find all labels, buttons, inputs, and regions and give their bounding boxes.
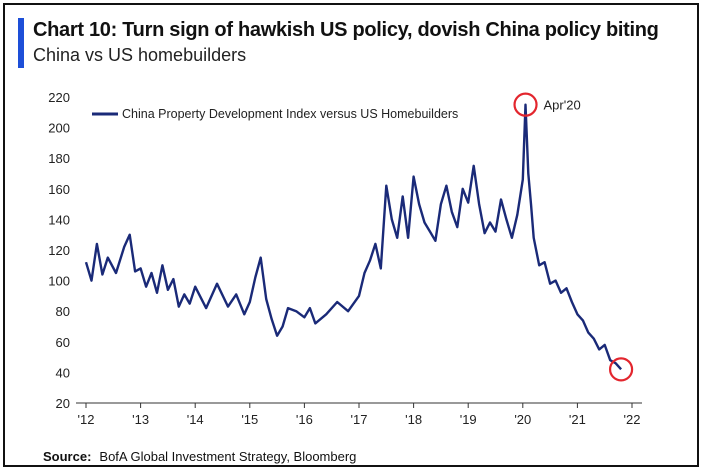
x-tick-label: '12 (78, 412, 95, 427)
y-tick-label: 100 (48, 274, 70, 289)
chart-subtitle: China vs US homebuilders (33, 45, 247, 65)
x-tick-label: '14 (187, 412, 204, 427)
legend: China Property Development Index versus … (92, 107, 458, 121)
y-tick-label: 160 (48, 182, 70, 197)
x-tick-label: '22 (624, 412, 641, 427)
y-tick-label: 140 (48, 212, 70, 227)
source-text: BofA Global Investment Strategy, Bloombe… (99, 449, 357, 464)
source-note: Source: BofA Global Investment Strategy, … (43, 449, 356, 464)
y-tick-label: 20 (56, 396, 70, 411)
highlight-circle (608, 357, 634, 382)
title-accent-bar (18, 18, 24, 68)
x-tick-label: '13 (132, 412, 149, 427)
x-tick-label: '19 (460, 412, 477, 427)
y-tick-label: 200 (48, 121, 70, 136)
y-tick-label: 60 (56, 335, 70, 350)
x-tick-label: '18 (405, 412, 422, 427)
x-tick-label: '16 (296, 412, 313, 427)
series-line (84, 103, 622, 371)
series-layer (84, 103, 622, 371)
y-tick-label: 80 (56, 304, 70, 319)
x-tick-label: '17 (351, 412, 368, 427)
chart-title: Chart 10: Turn sign of hawkish US policy… (33, 19, 659, 41)
y-tick-label: 40 (56, 365, 70, 380)
x-tick-label: '20 (514, 412, 531, 427)
y-tick-label: 120 (48, 243, 70, 258)
y-tick-label: 180 (48, 151, 70, 166)
y-axis: 220 200 180 160 140 120 100 80 60 40 20 (48, 90, 70, 411)
x-tick-label: '21 (569, 412, 586, 427)
highlight-circle (513, 92, 538, 117)
annotation-label: Apr'20 (544, 98, 581, 113)
x-tick-label: '15 (241, 412, 258, 427)
legend-label: China Property Development Index versus … (122, 107, 458, 121)
chart-frame (3, 3, 699, 467)
x-axis: '12 '13 '14 '15 '16 '17 '18 '19 '20 '21 '22 (76, 402, 642, 427)
source-label: Source: (43, 449, 92, 464)
y-tick-label: 220 (48, 90, 70, 105)
annotation-layer: Apr'20 (513, 92, 634, 382)
